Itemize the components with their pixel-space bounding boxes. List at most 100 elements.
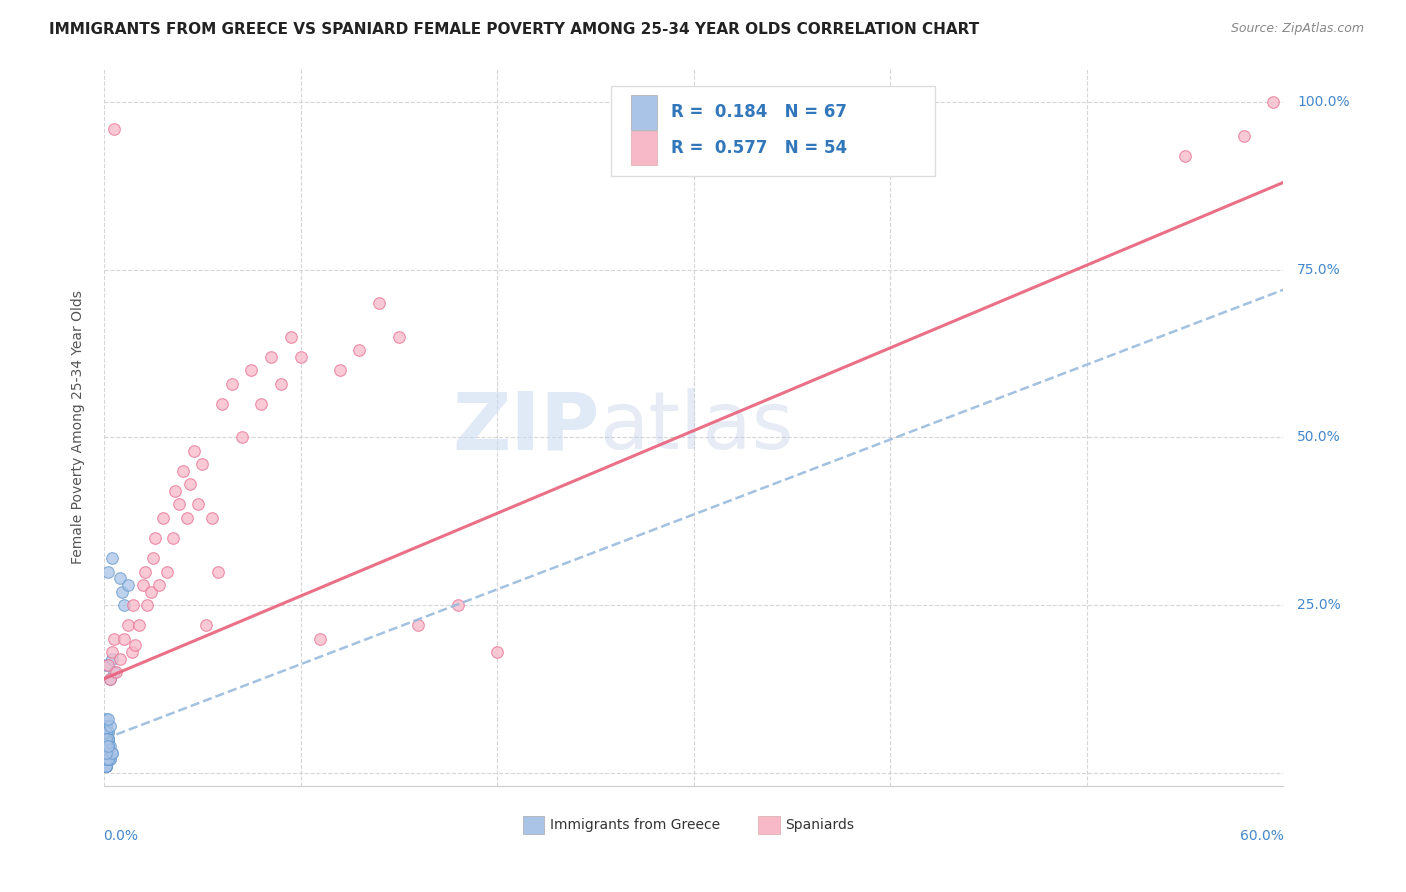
Point bbox=[143, 531, 166, 545]
Point bbox=[176, 511, 198, 525]
Point bbox=[94, 746, 117, 760]
Point bbox=[97, 739, 120, 753]
Point bbox=[101, 645, 124, 659]
Point bbox=[97, 732, 120, 747]
Point bbox=[97, 746, 120, 760]
Point bbox=[97, 739, 120, 753]
Point bbox=[94, 712, 117, 726]
Point bbox=[97, 746, 120, 760]
Point bbox=[270, 376, 292, 391]
Point bbox=[152, 511, 174, 525]
Point bbox=[94, 752, 117, 766]
Point bbox=[329, 363, 352, 377]
Point bbox=[103, 121, 125, 136]
Point bbox=[97, 739, 120, 753]
Point bbox=[94, 732, 117, 747]
Point bbox=[142, 551, 165, 566]
Point bbox=[172, 464, 194, 478]
Point bbox=[117, 578, 139, 592]
Point bbox=[94, 746, 117, 760]
Point bbox=[98, 719, 121, 733]
Point bbox=[94, 746, 117, 760]
Text: Spaniards: Spaniards bbox=[786, 818, 855, 832]
Point bbox=[128, 618, 150, 632]
Point bbox=[309, 632, 332, 646]
Point bbox=[103, 665, 125, 679]
Point bbox=[280, 330, 302, 344]
Point bbox=[163, 483, 186, 498]
Point bbox=[101, 746, 124, 760]
FancyBboxPatch shape bbox=[758, 816, 780, 834]
Point bbox=[94, 732, 117, 747]
Point bbox=[183, 443, 205, 458]
Point bbox=[98, 672, 121, 686]
Y-axis label: Female Poverty Among 25-34 Year Olds: Female Poverty Among 25-34 Year Olds bbox=[72, 291, 86, 565]
Point bbox=[260, 350, 283, 364]
Point bbox=[97, 752, 120, 766]
FancyBboxPatch shape bbox=[631, 131, 657, 165]
Point bbox=[94, 746, 117, 760]
Text: R =  0.577   N = 54: R = 0.577 N = 54 bbox=[671, 139, 848, 157]
Point bbox=[111, 584, 134, 599]
Point bbox=[94, 739, 117, 753]
Point bbox=[103, 632, 125, 646]
Text: R =  0.184   N = 67: R = 0.184 N = 67 bbox=[671, 103, 848, 121]
Point bbox=[97, 752, 120, 766]
Point bbox=[98, 672, 121, 686]
Text: 75.0%: 75.0% bbox=[1298, 263, 1341, 277]
Point bbox=[290, 350, 312, 364]
Point bbox=[408, 618, 430, 632]
Point bbox=[1263, 95, 1285, 109]
Text: ZIP: ZIP bbox=[451, 388, 599, 467]
Point bbox=[211, 397, 233, 411]
Point bbox=[94, 725, 117, 739]
Point bbox=[94, 739, 117, 753]
Point bbox=[117, 618, 139, 632]
Text: Source: ZipAtlas.com: Source: ZipAtlas.com bbox=[1230, 22, 1364, 36]
Point bbox=[98, 752, 121, 766]
Point bbox=[368, 296, 391, 310]
Point bbox=[94, 739, 117, 753]
Point bbox=[94, 752, 117, 766]
Text: 25.0%: 25.0% bbox=[1298, 598, 1341, 612]
Text: atlas: atlas bbox=[599, 388, 793, 467]
Point bbox=[94, 752, 117, 766]
Point bbox=[97, 732, 120, 747]
Point bbox=[94, 658, 117, 673]
Point bbox=[486, 645, 509, 659]
Point bbox=[447, 598, 470, 612]
Point bbox=[121, 645, 143, 659]
Point bbox=[1174, 149, 1197, 163]
Point bbox=[94, 759, 117, 773]
Text: Immigrants from Greece: Immigrants from Greece bbox=[550, 818, 720, 832]
Point bbox=[94, 759, 117, 773]
Point bbox=[112, 632, 135, 646]
Text: 60.0%: 60.0% bbox=[1240, 830, 1284, 843]
Point bbox=[98, 746, 121, 760]
Point bbox=[94, 746, 117, 760]
Point bbox=[122, 598, 145, 612]
Point bbox=[349, 343, 371, 358]
Point bbox=[231, 430, 253, 444]
Point bbox=[101, 746, 124, 760]
Text: 100.0%: 100.0% bbox=[1298, 95, 1350, 109]
Point bbox=[179, 477, 201, 491]
Point bbox=[98, 752, 121, 766]
Point bbox=[94, 739, 117, 753]
Point bbox=[97, 712, 120, 726]
Point bbox=[98, 739, 121, 753]
Point bbox=[1233, 128, 1256, 143]
Point bbox=[94, 759, 117, 773]
Point bbox=[112, 598, 135, 612]
Point bbox=[94, 752, 117, 766]
Point bbox=[94, 719, 117, 733]
Point bbox=[94, 725, 117, 739]
Point bbox=[240, 363, 263, 377]
Point bbox=[187, 498, 209, 512]
Point bbox=[97, 725, 120, 739]
Point bbox=[207, 565, 229, 579]
Point bbox=[97, 746, 120, 760]
Point bbox=[94, 752, 117, 766]
Point bbox=[97, 658, 120, 673]
Point bbox=[94, 746, 117, 760]
